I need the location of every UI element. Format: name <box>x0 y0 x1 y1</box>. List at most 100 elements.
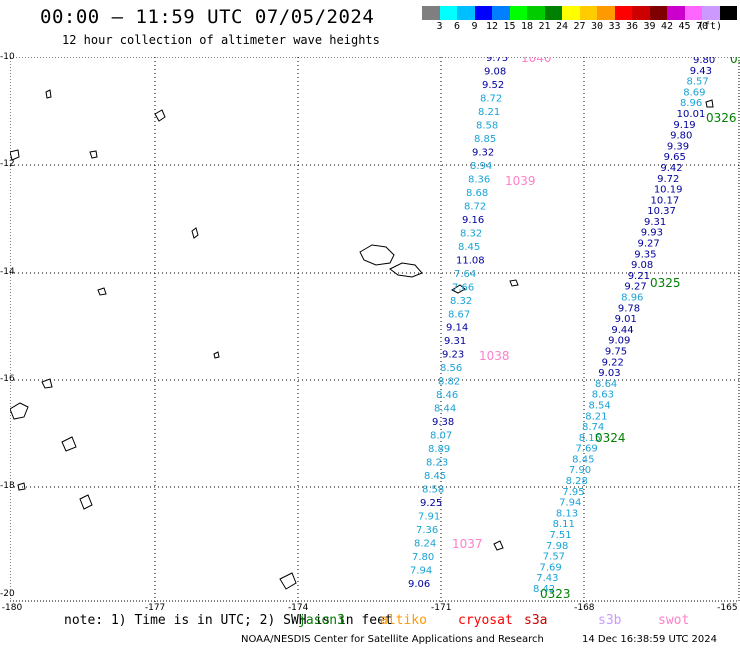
footer-timestamp: 14 Dec 16:38:59 UTC 2024 <box>582 634 717 645</box>
left-track-value: 7.36 <box>416 525 438 536</box>
island-small-15 <box>213 351 220 359</box>
island-small-1 <box>154 109 166 122</box>
right-track-value: 9.43 <box>690 66 712 77</box>
colorbar-tick-label: 24 <box>555 21 569 32</box>
right-track-value: 8.64 <box>595 379 617 390</box>
colorbar-tick-label: 30 <box>590 21 604 32</box>
x-tick-label: -177 <box>144 603 166 613</box>
map-title: 00:00 — 11:59 UTC 07/05/2024 <box>40 6 375 28</box>
colorbar-tick-label: 36 <box>625 21 639 32</box>
colorbar-swatch <box>509 6 527 20</box>
right-track-value: 7.69 <box>540 562 562 573</box>
pass-time-label: 0325 <box>650 276 681 290</box>
legend-satellite-1: altiko <box>380 613 427 628</box>
legend-satellite-2: cryosat <box>458 613 513 628</box>
colorbar-swatch <box>439 6 457 20</box>
left-track-value: 8.44 <box>434 404 456 415</box>
left-track-value: 8.68 <box>466 188 488 199</box>
x-tick-label: -165 <box>717 603 738 613</box>
right-track-value: 9.35 <box>634 249 656 260</box>
right-track-value: 9.31 <box>644 217 666 228</box>
y-tick-label: -20 <box>0 588 15 599</box>
left-track-value: 9.06 <box>408 579 430 590</box>
left-track-value: 8.45 <box>458 242 480 253</box>
right-track-value: 9.21 <box>628 271 650 282</box>
right-track-value: 9.44 <box>611 325 633 336</box>
left-track-value: 9.08 <box>484 66 506 77</box>
x-tick-label: -174 <box>287 603 309 613</box>
right-track-value: 9.80 <box>670 131 692 142</box>
right-track-value: 8.96 <box>680 98 702 109</box>
right-track-value: 7.95 <box>562 487 584 498</box>
right-track-value: 9.08 <box>631 260 653 271</box>
legend-satellite-3: s3a <box>524 613 548 628</box>
x-tick-label: -180 <box>1 603 23 613</box>
right-track-value: 8.45 <box>572 454 594 465</box>
colorbar-tick-label: 27 <box>573 21 586 32</box>
right-track-value: 8.69 <box>683 87 705 98</box>
colorbar-tick-label: 42 <box>660 21 674 32</box>
left-track-value: 8.85 <box>474 134 496 145</box>
island-small-2 <box>191 227 199 239</box>
x-tick-label: -168 <box>574 603 595 613</box>
colorbar-tick-label: 9 <box>471 21 478 32</box>
right-track-value: 7.43 <box>536 573 558 584</box>
right-track-value: 8.15 <box>579 433 601 444</box>
right-track-value: 9.22 <box>602 357 624 368</box>
left-track-value: 8.46 <box>436 390 458 401</box>
left-track-value: 9.14 <box>446 323 468 334</box>
left-track-value: 8.94 <box>470 161 492 172</box>
left-track-value: 9.38 <box>432 417 454 428</box>
pass-time-label: 1038 <box>479 349 510 363</box>
island-small-5 <box>10 402 29 420</box>
island-small-6 <box>61 436 77 452</box>
right-track-value: 8.28 <box>566 476 588 487</box>
colorbar-swatch <box>597 6 615 20</box>
right-track-value: 10.37 <box>647 206 676 217</box>
left-track-value: 8.45 <box>424 471 446 482</box>
colorbar-swatch <box>684 6 702 20</box>
right-track-value: 7.90 <box>569 465 591 476</box>
pass-time-label: 0326 <box>706 111 737 125</box>
left-track-value: 9.31 <box>444 336 466 347</box>
right-track-value: 9.27 <box>637 239 659 250</box>
right-track-value: 9.72 <box>657 174 679 185</box>
left-track-value: 8.21 <box>478 107 500 118</box>
right-track-value: 8.74 <box>582 422 604 433</box>
colorbar-swatch <box>632 6 650 20</box>
island-small-13 <box>89 150 98 159</box>
right-track-value: 8.54 <box>589 400 611 411</box>
colorbar-swatch <box>527 6 545 20</box>
colorbar-tick-label: 18 <box>520 21 534 32</box>
left-track-value: 9.75 <box>486 57 508 64</box>
colorbar-unit: (ft) <box>698 21 723 32</box>
pass-time-label: 0324 <box>595 431 626 445</box>
island-small-4 <box>97 287 107 296</box>
right-track-value: 9.09 <box>608 336 630 347</box>
colorbar-swatch <box>702 6 720 20</box>
island-small-9 <box>705 99 714 108</box>
left-track-value: 8.32 <box>460 228 482 239</box>
colorbar-tick-label: 33 <box>608 21 621 32</box>
right-track-value: 7.51 <box>549 530 571 541</box>
wave-height-colorbar <box>422 6 737 20</box>
left-track-value: 8.36 <box>468 174 490 185</box>
right-track-value: 10.19 <box>654 185 683 196</box>
left-track-value: 9.16 <box>462 215 484 226</box>
left-track-value: 11.08 <box>456 255 485 266</box>
colorbar-tick-label: 12 <box>485 21 499 32</box>
right-track-value: 9.03 <box>598 368 620 379</box>
right-track-value: 9.93 <box>641 228 663 239</box>
left-track-value: 8.07 <box>430 431 452 442</box>
pass-time-label: 1037 <box>452 537 483 551</box>
map-note: note: 1) Time is in UTC; 2) SWH is in fe… <box>64 613 393 628</box>
left-track-value: 8.23 <box>426 458 448 469</box>
right-track-value: 8.63 <box>592 390 614 401</box>
grid-lines <box>10 57 740 602</box>
footer-credit: NOAA/NESDIS Center for Satellite Applica… <box>241 634 544 645</box>
island-small-7 <box>79 494 93 510</box>
pass-time-label: 1039 <box>505 174 536 188</box>
colorbar-swatch <box>422 6 440 20</box>
right-track-value: 7.69 <box>575 444 597 455</box>
right-track-value: 9.42 <box>660 163 682 174</box>
